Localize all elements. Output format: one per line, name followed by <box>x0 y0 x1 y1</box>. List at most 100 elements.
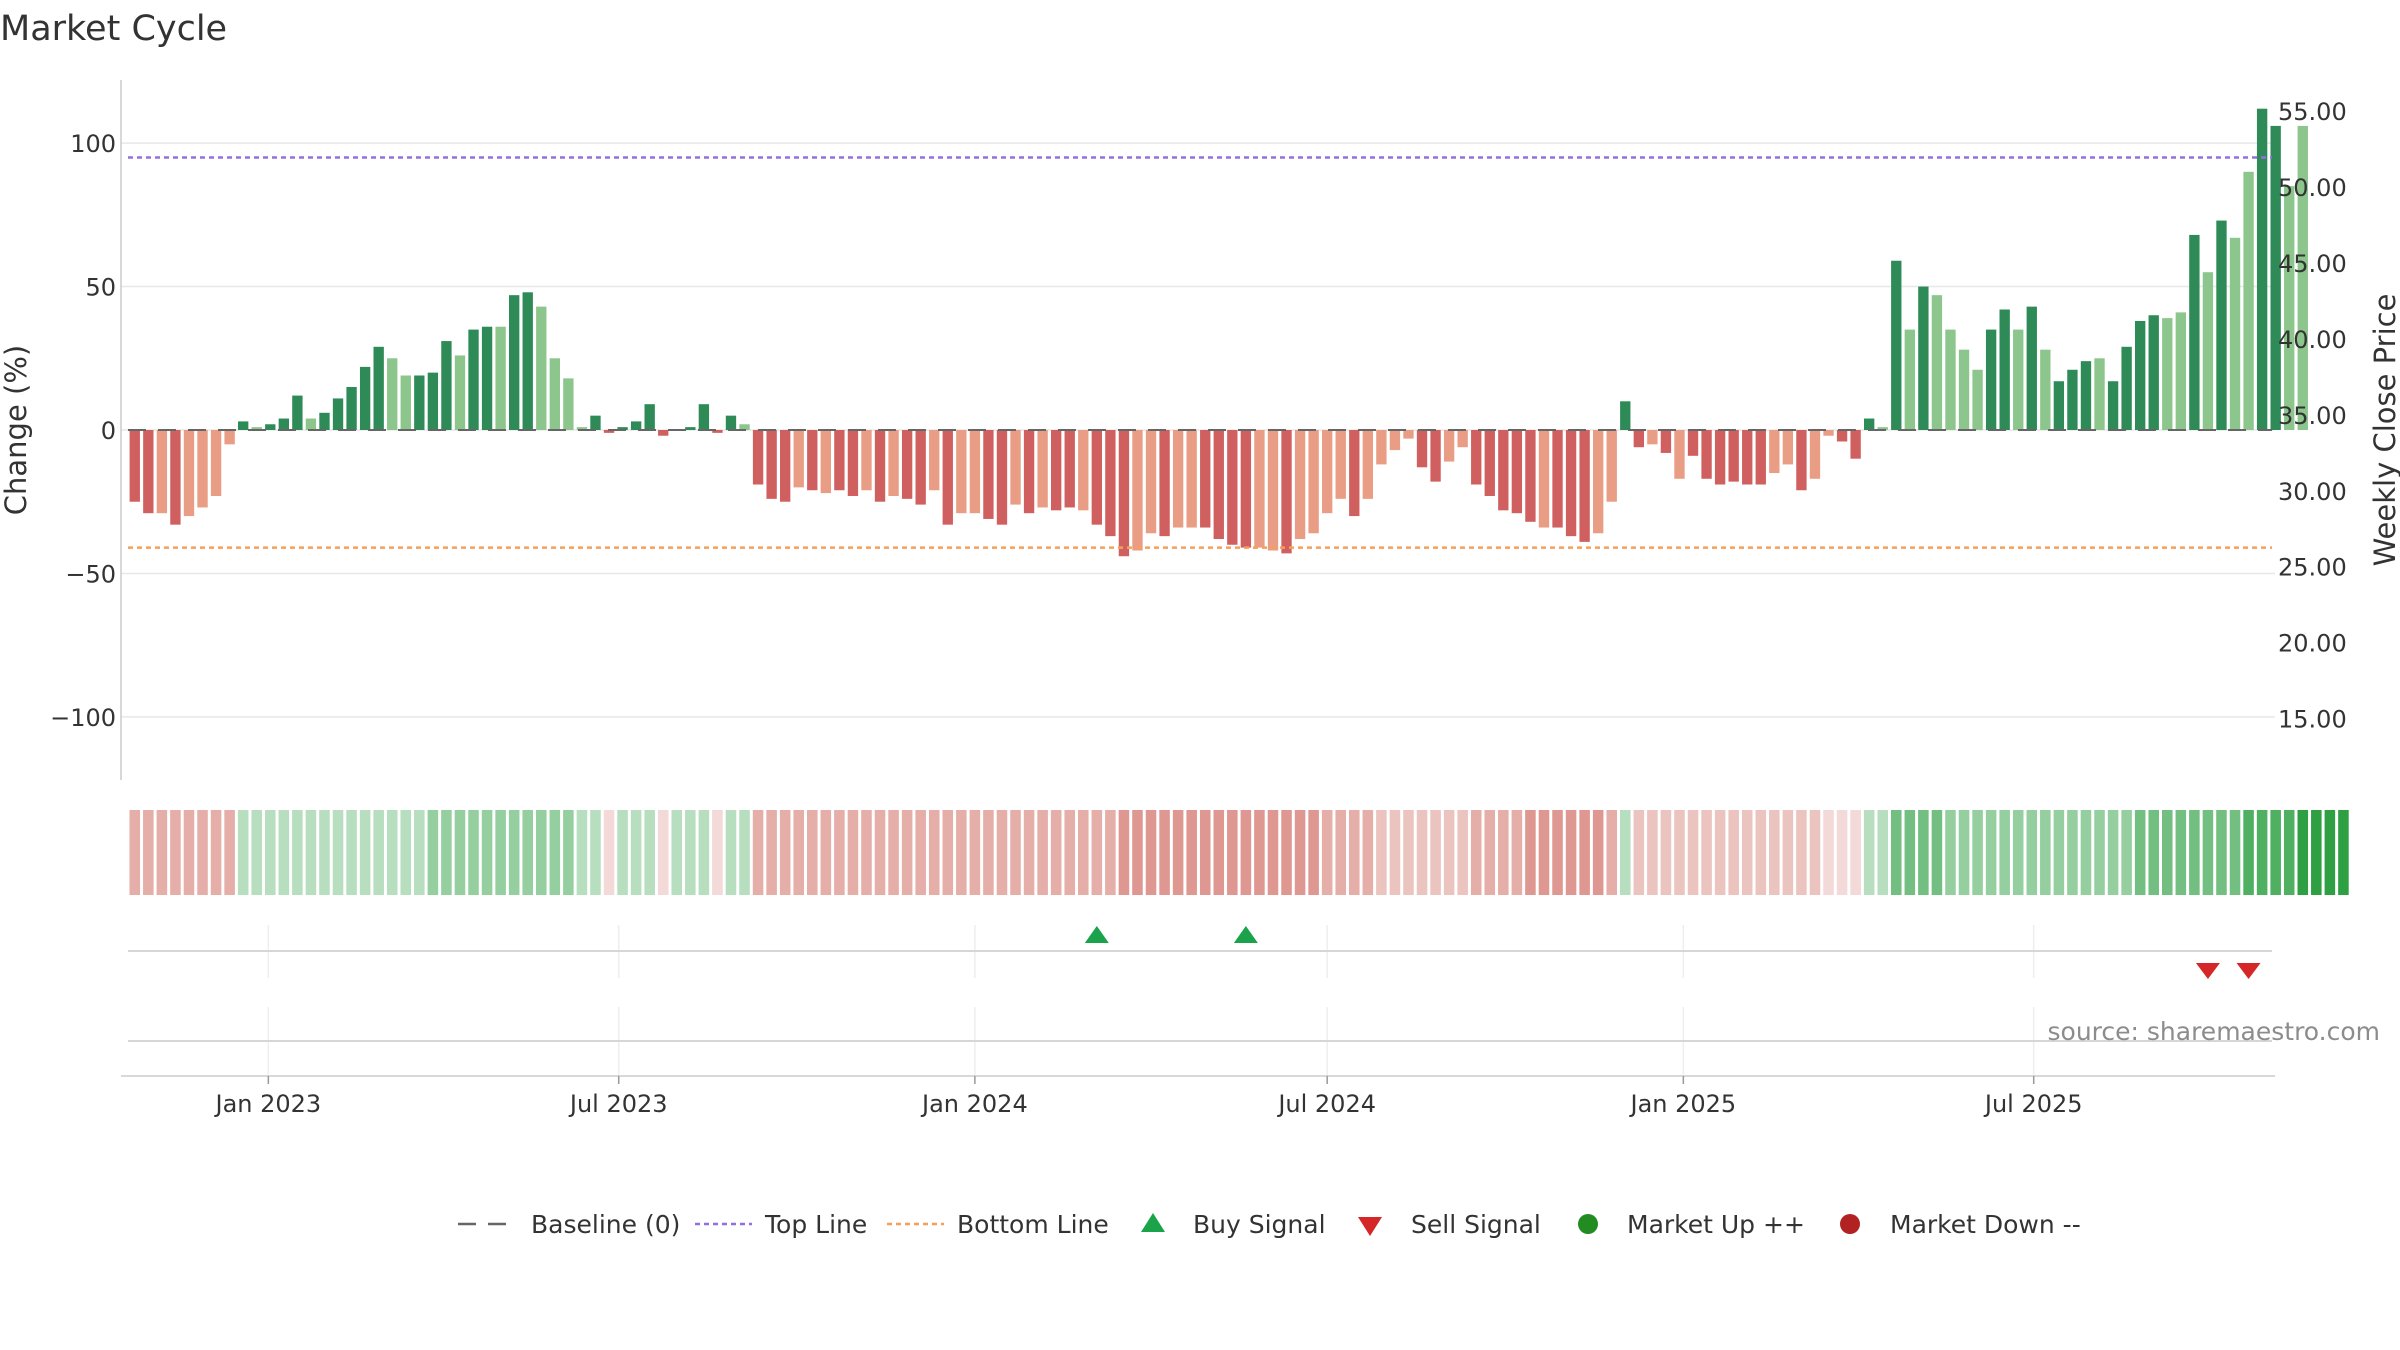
x-tick-label: Jul 2025 <box>1983 1090 2083 1118</box>
change-bar <box>861 430 872 491</box>
legend-sell-signal-label: Sell Signal <box>1411 1210 1541 1239</box>
change-bar <box>1972 369 1983 430</box>
heat-cell <box>942 810 954 895</box>
change-bar <box>1389 430 1401 451</box>
change-bar <box>481 326 493 430</box>
heat-cell <box>820 810 832 895</box>
change-bar <box>387 358 398 430</box>
change-bar <box>1891 260 1902 430</box>
heat-cell <box>847 810 859 895</box>
heat-cell <box>1132 810 1143 895</box>
legend-buy-triangle-icon <box>1141 1213 1165 1232</box>
legend-item-sell-signal: Sell Signal <box>1358 1210 1541 1239</box>
change-bar <box>1308 430 1319 534</box>
change-bar <box>874 430 886 502</box>
change-bar <box>915 430 926 505</box>
heat-cell <box>210 810 222 895</box>
y2-tick-label: 55.00 <box>2278 98 2347 126</box>
heat-cell <box>143 810 154 895</box>
change-bar <box>468 329 479 430</box>
change-bar <box>942 430 953 525</box>
change-bar <box>1172 430 1184 528</box>
heat-cell <box>630 810 642 895</box>
heat-cell <box>183 810 195 895</box>
change-bar <box>1051 430 1062 511</box>
heat-cell <box>2053 810 2065 895</box>
legend: Baseline (0) Top Line Bottom Line Buy Si… <box>458 1210 2081 1239</box>
legend-market-up-label: Market Up ++ <box>1627 1210 1805 1239</box>
heat-cell <box>2311 810 2322 895</box>
change-bar <box>1105 430 1116 537</box>
change-bar <box>143 430 154 514</box>
heat-cell <box>1010 810 1021 895</box>
heat-cell <box>2067 810 2078 895</box>
change-bar <box>2162 318 2173 430</box>
change-bar <box>2094 358 2105 430</box>
change-bar <box>156 430 168 514</box>
heat-cell <box>1145 810 1157 895</box>
heat-cell <box>1172 810 1184 895</box>
heat-cell <box>1457 810 1468 895</box>
heat-cell <box>657 810 669 895</box>
legend-top-line-label: Top Line <box>764 1210 867 1239</box>
legend-item-bottom-line: Bottom Line <box>887 1210 1109 1239</box>
change-bar <box>197 430 208 508</box>
heat-cell <box>1850 810 1861 895</box>
change-bar <box>2256 108 2268 430</box>
change-bar <box>427 372 439 430</box>
heat-cell <box>1633 810 1645 895</box>
change-bar <box>1796 430 1807 491</box>
change-bar <box>332 398 344 430</box>
change-bar <box>1349 430 1360 517</box>
sell-signal-marker <box>2195 963 2220 979</box>
change-bar <box>644 404 655 430</box>
heat-cell <box>2134 810 2146 895</box>
change-bar <box>2121 346 2132 430</box>
grid-lines <box>121 142 2275 718</box>
heat-cell <box>1714 810 1726 895</box>
change-bar <box>1227 430 1238 545</box>
heat-cell <box>1552 810 1563 895</box>
heat-cell <box>563 810 574 895</box>
change-bar <box>603 430 615 433</box>
heat-cell <box>2297 810 2309 895</box>
change-bar <box>685 427 696 430</box>
heat-cell <box>1227 810 1238 895</box>
change-bar <box>170 430 181 525</box>
y-axis-ticks: 100 50 0 −50 −100 <box>50 130 116 732</box>
heat-cell <box>712 810 723 895</box>
heat-cell <box>1741 810 1753 895</box>
change-bar <box>1728 430 1739 482</box>
legend-market-up-dot-icon <box>1578 1214 1598 1234</box>
heat-cell <box>292 810 303 895</box>
change-bar <box>1593 430 1604 534</box>
change-bar <box>1565 430 1577 537</box>
heat-cell <box>1443 810 1455 895</box>
change-bar <box>2135 320 2146 430</box>
y-tick-label: 100 <box>70 130 116 158</box>
heat-cell <box>834 810 845 895</box>
change-bar <box>1484 430 1495 496</box>
change-bar <box>698 404 710 430</box>
heat-cell <box>698 810 710 895</box>
heat-cell <box>807 810 818 895</box>
heat-cell <box>1498 810 1509 895</box>
change-bar <box>1904 329 1915 430</box>
change-bar <box>1864 418 1875 430</box>
y2-axis-ticks: 55.00 50.00 45.00 40.00 35.00 30.00 25.00 20.00… <box>2278 98 2347 734</box>
change-bar <box>2013 329 2024 430</box>
heat-cell <box>1389 810 1401 895</box>
change-bar <box>224 430 235 445</box>
heat-cell <box>1660 810 1672 895</box>
change-bar <box>1403 430 1414 439</box>
heat-cell <box>1525 810 1536 895</box>
change-bar <box>441 341 452 430</box>
change-bar <box>1877 427 1888 430</box>
buy-signal-marker <box>1084 926 1109 943</box>
change-bar <box>752 430 764 485</box>
heat-cell <box>983 810 994 895</box>
legend-bottom-line-label: Bottom Line <box>957 1210 1109 1239</box>
signal-markers <box>1084 926 2261 979</box>
change-bar <box>766 430 777 499</box>
change-bar <box>1362 430 1373 499</box>
